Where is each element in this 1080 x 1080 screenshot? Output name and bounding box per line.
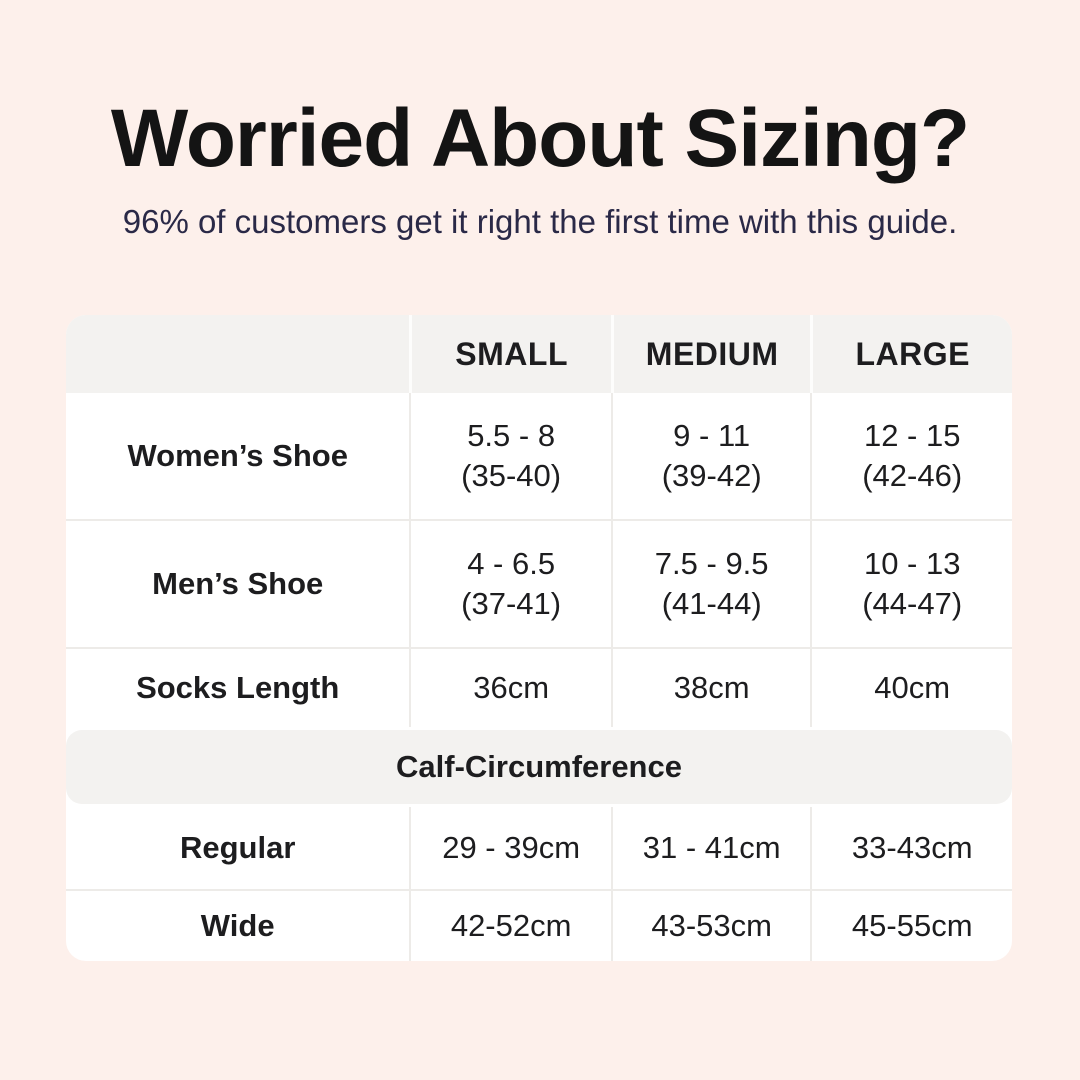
regular-small-cell: 29 - 39cm: [409, 807, 610, 889]
wide-medium-cell: 43-53cm: [610, 891, 811, 961]
header-section: Worried About Sizing? 96% of customers g…: [0, 0, 1080, 242]
table-row-womens-shoe: Women’s Shoe 5.5 - 8 (35-40) 9 - 11 (39-…: [66, 393, 1012, 519]
column-header-small: SMALL: [409, 315, 610, 393]
cell-line1: 9 - 11: [673, 418, 751, 453]
mens-medium-cell: 7.5 - 9.5 (41-44): [610, 521, 811, 647]
calf-circumference-section-header: Calf-Circumference: [66, 730, 1012, 804]
table-row-socks-length: Socks Length 36cm 38cm 40cm: [66, 647, 1012, 727]
column-header-large: LARGE: [810, 315, 1011, 393]
row-label-womens-shoe: Women’s Shoe: [127, 438, 348, 473]
row-label-regular: Regular: [179, 830, 296, 865]
cell-line1: 4 - 6.5: [467, 546, 556, 581]
page-subtitle: 96% of customers get it right the first …: [122, 203, 958, 241]
womens-small-cell: 5.5 - 8 (35-40): [409, 393, 610, 519]
cell-line2: (44-47): [862, 586, 963, 621]
size-table: SMALL MEDIUM LARGE Women’s Shoe 5.5 - 8 …: [66, 315, 1012, 961]
table-header-row: SMALL MEDIUM LARGE: [66, 315, 1012, 393]
socks-medium-cell: 38cm: [610, 649, 811, 727]
wide-small-cell: 42-52cm: [409, 891, 610, 961]
regular-large-cell: 33-43cm: [810, 807, 1011, 889]
cell-line2: (35-40): [461, 458, 562, 493]
row-label-mens-shoe: Men’s Shoe: [152, 566, 324, 601]
cell-line1: 5.5 - 8: [467, 418, 556, 453]
wide-large-cell: 45-55cm: [810, 891, 1011, 961]
socks-large-cell: 40cm: [810, 649, 1011, 727]
column-header-medium: MEDIUM: [610, 315, 811, 393]
cell-line2: (42-46): [862, 458, 963, 493]
mens-large-cell: 10 - 13 (44-47): [810, 521, 1011, 647]
cell-line1: 12 - 15: [863, 418, 961, 453]
cell-line2: (41-44): [661, 586, 762, 621]
cell-line2: (39-42): [661, 458, 762, 493]
table-row-wide: Wide 42-52cm 43-53cm 45-55cm: [66, 889, 1012, 961]
table-row-mens-shoe: Men’s Shoe 4 - 6.5 (37-41) 7.5 - 9.5 (41…: [66, 519, 1012, 647]
page-title: Worried About Sizing?: [110, 93, 970, 184]
cell-line1: 7.5 - 9.5: [654, 546, 769, 581]
regular-medium-cell: 31 - 41cm: [610, 807, 811, 889]
table-row-regular: Regular 29 - 39cm 31 - 41cm 33-43cm: [66, 807, 1012, 889]
socks-small-cell: 36cm: [409, 649, 610, 727]
row-label-wide: Wide: [200, 908, 275, 943]
mens-small-cell: 4 - 6.5 (37-41): [409, 521, 610, 647]
row-label-socks-length: Socks Length: [136, 670, 340, 705]
womens-medium-cell: 9 - 11 (39-42): [610, 393, 811, 519]
womens-large-cell: 12 - 15 (42-46): [810, 393, 1011, 519]
column-header-blank: [66, 315, 409, 393]
cell-line1: 10 - 13: [863, 546, 961, 581]
cell-line2: (37-41): [461, 586, 562, 621]
